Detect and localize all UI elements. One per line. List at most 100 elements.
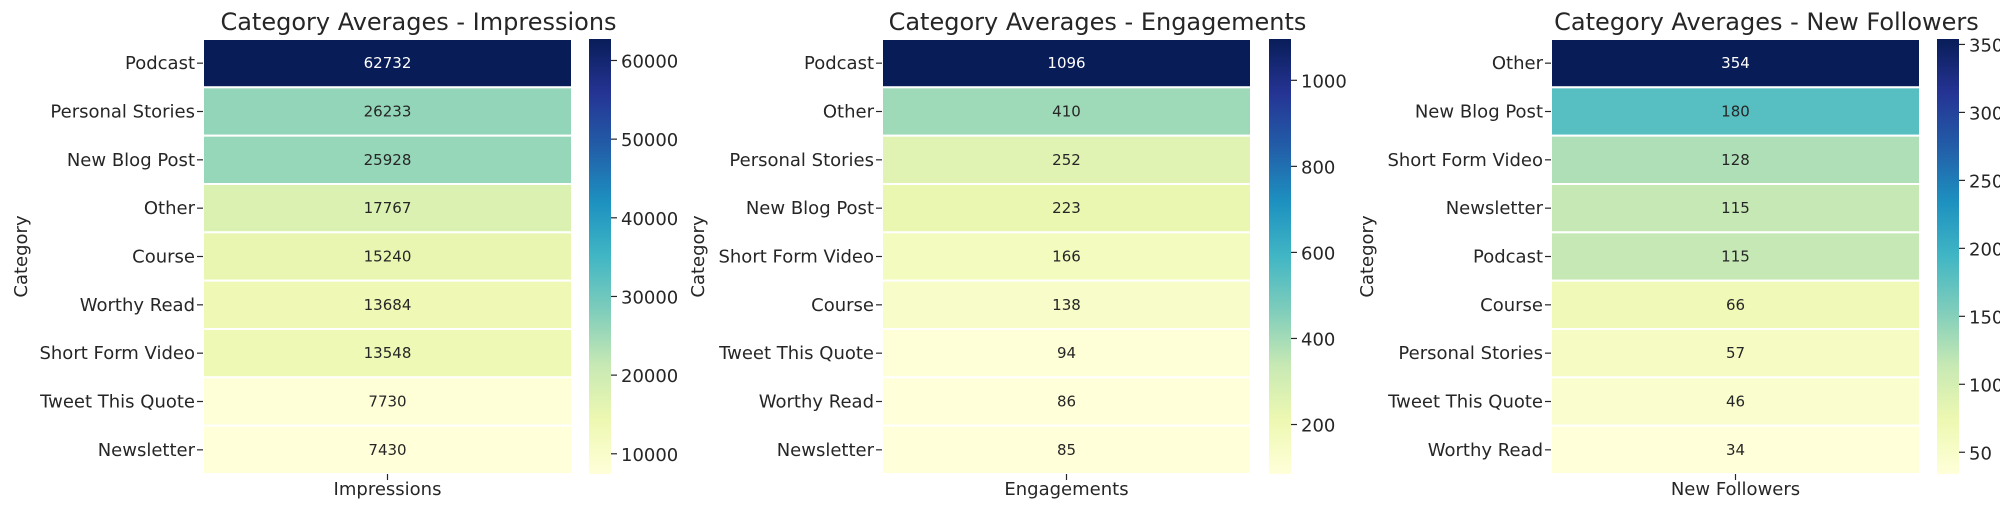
- cell-value-label: 7730: [368, 393, 406, 411]
- heatmap-cell: [881, 424, 1252, 475]
- heatmap-cell: [881, 231, 1252, 282]
- cell-value-label: 85: [1057, 441, 1076, 459]
- category-tick-label: Course: [811, 295, 874, 316]
- cell-value-label: 57: [1726, 344, 1745, 362]
- category-tick-label: Tweet This Quote: [39, 392, 195, 413]
- heatmap-cell: [881, 328, 1252, 379]
- colorbar-tick-label: 50000: [621, 130, 678, 151]
- colorbar-tick-label: 150: [1969, 307, 2000, 328]
- chart-title: Category Averages - New Followers: [1554, 8, 1979, 36]
- colorbar: [589, 39, 611, 474]
- colorbar-tick-label: 200: [1969, 239, 2000, 260]
- colorbar-tick-label: 1000: [1301, 71, 1347, 92]
- colorbar-tick-label: 50: [1969, 443, 1992, 464]
- heatmap-cell: [202, 86, 573, 137]
- colorbar-tick-label: 30000: [621, 287, 678, 308]
- y-axis-label: Category: [1357, 215, 1378, 298]
- x-axis-label: Impressions: [334, 479, 442, 500]
- category-tick-label: Other: [823, 102, 875, 123]
- category-tick-label: Course: [132, 247, 195, 268]
- category-tick-label: Newsletter: [98, 440, 196, 461]
- colorbar-tick-label: 800: [1301, 157, 1335, 178]
- cell-value-label: 166: [1052, 248, 1081, 266]
- x-axis-label: New Followers: [1671, 479, 1800, 500]
- heatmap-panel-1: Category Averages - Impressions 62732 Podc…: [11, 8, 678, 500]
- heatmap-cell: [202, 376, 573, 427]
- cell-value-label: 13684: [364, 296, 412, 314]
- category-tick-label: Course: [1480, 295, 1543, 316]
- cell-value-label: 34: [1726, 441, 1745, 459]
- category-tick-label: Other: [1492, 53, 1544, 74]
- cell-value-label: 15240: [364, 248, 412, 266]
- category-tick-label: Newsletter: [777, 440, 875, 461]
- colorbar-tick-label: 350: [1969, 35, 2000, 56]
- cell-value-label: 94: [1057, 344, 1076, 362]
- heatmap-cell: [1550, 231, 1921, 282]
- colorbar-tick-label: 40000: [621, 209, 678, 230]
- heatmap-cell: [202, 279, 573, 330]
- chart-title: Category Averages - Engagements: [889, 8, 1307, 36]
- category-tick-label: Podcast: [125, 53, 195, 74]
- x-axis-label: Engagements: [1004, 479, 1128, 500]
- colorbar: [1937, 39, 1959, 474]
- category-tick-label: Tweet This Quote: [718, 343, 874, 364]
- cell-value-label: 62732: [364, 54, 412, 72]
- colorbar-tick-label: 20000: [621, 366, 678, 387]
- cell-value-label: 115: [1721, 199, 1750, 217]
- colorbar-tick-label: 600: [1301, 243, 1335, 264]
- colorbar-tick-label: 200: [1301, 416, 1335, 437]
- colorbar-tick-label: 400: [1301, 329, 1335, 350]
- cell-value-label: 115: [1721, 248, 1750, 266]
- category-tick-label: Tweet This Quote: [1387, 392, 1543, 413]
- heatmap-panel-2: Category Averages - Engagements 1096 Podca…: [688, 8, 1347, 500]
- category-tick-label: Personal Stories: [729, 150, 874, 171]
- cell-value-label: 354: [1721, 54, 1750, 72]
- heatmap-cell: [1550, 86, 1921, 137]
- heatmap-panel-3: Category Averages - New Followers 354 Othe…: [1357, 8, 2000, 500]
- colorbar-tick-label: 60000: [621, 51, 678, 72]
- category-tick-label: New Blog Post: [746, 198, 874, 219]
- heatmap-cell: [1550, 134, 1921, 186]
- colorbar-tick-label: 250: [1969, 171, 2000, 192]
- heatmap-cell: [202, 328, 573, 379]
- colorbar-tick-label: 10000: [621, 445, 678, 466]
- cell-value-label: 1096: [1047, 54, 1085, 72]
- category-tick-label: Short Form Video: [718, 247, 874, 268]
- category-tick-label: Podcast: [804, 53, 874, 74]
- heatmap-cell: [881, 86, 1252, 137]
- heatmap-cell: [1550, 279, 1921, 330]
- cell-value-label: 7430: [368, 441, 406, 459]
- heatmap-cell: [1550, 424, 1921, 475]
- heatmap-cell: [202, 38, 573, 89]
- category-tick-label: Personal Stories: [50, 102, 195, 123]
- cell-value-label: 223: [1052, 199, 1081, 217]
- category-tick-label: Other: [144, 198, 196, 219]
- y-axis-label: Category: [688, 215, 709, 298]
- cell-value-label: 128: [1721, 151, 1750, 169]
- cell-value-label: 252: [1052, 151, 1081, 169]
- category-tick-label: Newsletter: [1446, 198, 1544, 219]
- category-tick-label: Short Form Video: [1387, 150, 1543, 171]
- category-tick-label: New Blog Post: [1415, 102, 1543, 123]
- heatmap-cell: [881, 183, 1252, 234]
- cell-value-label: 25928: [364, 151, 412, 169]
- category-tick-label: Worthy Read: [80, 295, 195, 316]
- cell-value-label: 410: [1052, 103, 1081, 121]
- cell-value-label: 13548: [364, 344, 412, 362]
- category-tick-label: Worthy Read: [1428, 440, 1543, 461]
- y-axis-label: Category: [11, 215, 32, 298]
- category-tick-label: Short Form Video: [39, 343, 195, 364]
- cell-value-label: 86: [1057, 393, 1076, 411]
- cell-value-label: 180: [1721, 103, 1750, 121]
- colorbar-tick-label: 100: [1969, 375, 2000, 396]
- category-tick-label: Personal Stories: [1398, 343, 1543, 364]
- colorbar: [1269, 39, 1291, 474]
- cell-value-label: 17767: [364, 199, 412, 217]
- cell-value-label: 66: [1726, 296, 1745, 314]
- cell-value-label: 138: [1052, 296, 1081, 314]
- category-tick-label: Worthy Read: [759, 392, 874, 413]
- heatmap-cell: [881, 279, 1252, 330]
- cell-value-label: 46: [1726, 393, 1745, 411]
